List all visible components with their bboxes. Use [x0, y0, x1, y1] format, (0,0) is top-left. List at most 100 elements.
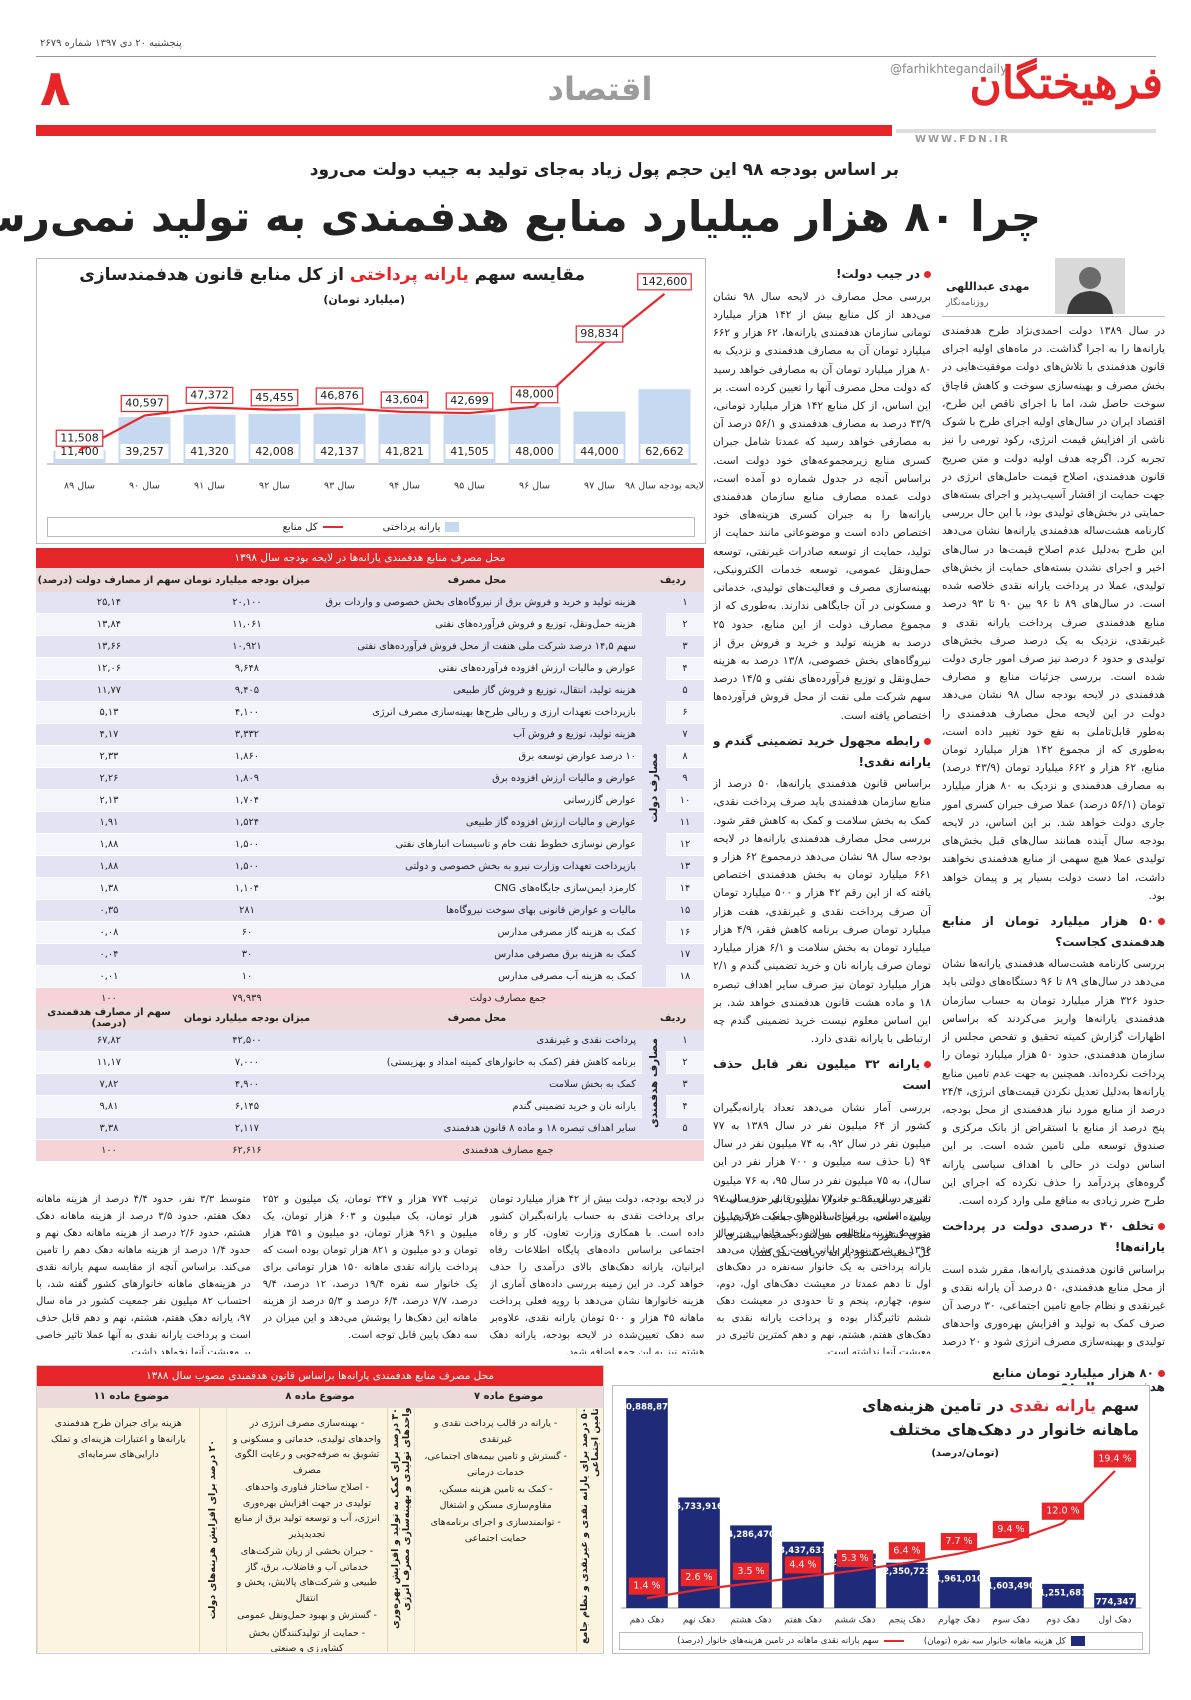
label-box — [575, 444, 624, 459]
item: - کمک به تامین هزینه مسکن، مقاوم‌سازی مس… — [438, 1484, 553, 1511]
label-box — [510, 444, 559, 459]
total-share: ۱۰۰ — [36, 1139, 182, 1162]
table-row: ۱۸ کمک به هزینه آب مصرفی مدارس ۱۰ ۰,۰۱ — [36, 965, 704, 988]
x-tick-label: دهک اول — [1098, 1616, 1131, 1626]
table-row: ۲ برنامه کاهش فقر (کمک به خانوارهای کمیته… — [36, 1051, 704, 1074]
row-number: ۱۰ — [666, 789, 704, 812]
group-label: مصارف هدفمندی — [647, 1038, 660, 1128]
data-label: 47,372 — [190, 388, 229, 401]
item: هزینه برای جبران طرح هدفمندی یارانه‌ها و… — [50, 1418, 186, 1461]
table-row: ۱۲ عوارض نوسازی خطوط نفت خام و تاسیسات ان… — [36, 833, 704, 856]
budget: ۱۰ — [181, 965, 312, 988]
chart-title-part: در تامین هزینه‌های ماهانه خانوار در دهک‌… — [862, 1397, 1139, 1440]
share-text: ۲۰ درصد برای افزایش هزینه‌های دولت — [207, 1440, 219, 1620]
share-cell: ۳۰ درصد برای کمک به تولید و افزایش بهره‌… — [387, 1408, 414, 1652]
x-tick-label: دهک دوم — [1046, 1616, 1080, 1626]
row-number: ۴ — [666, 1095, 704, 1118]
legend-swatch — [445, 521, 460, 532]
legend-swatch — [883, 1639, 904, 1642]
x-tick-label: لایحه بودجه سال ۹۸ — [625, 481, 704, 492]
row-number: ۱۶ — [666, 921, 704, 944]
use-name: کمک به بخش سلامت — [311, 1073, 642, 1096]
item: - اصلاح ساختار فناوری واحدهای تولیدی در … — [234, 1482, 380, 1540]
budget: ۱,۵۰۰ — [181, 833, 312, 856]
section-heading: رابطه مجهول خرید تضمینی گندم و یارانه نق… — [713, 731, 931, 772]
data-label: 11,508 — [60, 431, 99, 444]
label-box — [680, 1569, 718, 1587]
share: ۵,۱۳ — [36, 701, 182, 724]
use-name: عوارض نوسازی خطوط نفت خام و تاسیسات انبا… — [311, 833, 642, 856]
label-box — [315, 387, 364, 405]
share: ۲۵,۱۴ — [36, 592, 182, 614]
table-row: ۴ عوارض و مالیات ارزش افزوده فرآورده‌های … — [36, 657, 704, 680]
table-law-articles: محل مصرف منابع هدفمندی یارانه‌ها براساس … — [36, 1365, 604, 1654]
row-number: ۱۲ — [666, 833, 704, 856]
use-name: کمک به هزینه برق مصرفی مدارس — [311, 943, 642, 966]
data-label: % 7.7 — [945, 1536, 972, 1547]
header-row: ردیف محل مصرف میزان بودجه میلیارد تومان سهم… — [36, 568, 704, 592]
row-number: ۱۵ — [666, 899, 704, 922]
article-column: ۲۰ درصد برای افزایش هزینه‌های دولت هزینه … — [36, 1408, 226, 1652]
label-box — [784, 1556, 822, 1574]
data-label: 42,699 — [450, 394, 489, 407]
table-row: ۱۷ کمک به هزینه برق مصرفی مدارس ۳۰ ۰,۰۴ — [36, 943, 704, 966]
data-label: % 19.4 — [1098, 1453, 1131, 1464]
share: ۰,۰۸ — [36, 921, 182, 944]
table-row: ۱۵ مالیات و عوارض قانونی بهای سوخت نیروگا… — [36, 899, 704, 922]
table-title: محل مصرف منابع هدفمندی یارانه‌ها براساس … — [37, 1366, 603, 1386]
bar — [1042, 1583, 1084, 1608]
data-label: 40,597 — [125, 397, 164, 410]
label-box — [732, 1562, 770, 1580]
use-name: بازپرداخت تعهدات ارزی و ریالی طرح‌ها بهی… — [311, 701, 642, 724]
paragraph: بررسی آمار نشان می‌دهد تعداد یارانه‌بگیر… — [713, 1101, 931, 1260]
label-box — [55, 444, 104, 459]
chart-decile-share: دهک دهم دهک نهم دهک هشتم دهک هفتم دهک ششم دهک… — [612, 1385, 1150, 1654]
x-tick-label: سال ۹۰ — [129, 481, 160, 492]
row-number: ۸ — [666, 745, 704, 768]
share-cell: ۲۰ درصد برای افزایش هزینه‌های دولت — [198, 1408, 226, 1652]
chart-subtitle: (تومان/درصد) — [931, 1448, 999, 1459]
issue-date: پنجشنبه ۲۰ دی ۱۳۹۷ شماره ۲۶۷۹ — [40, 38, 182, 49]
bar — [886, 1562, 928, 1608]
table-row: ۳ سهم ۱۴,۵ درصد شرکت ملی هنفت از محل فروش… — [36, 635, 704, 658]
row-number: ۱ — [666, 1030, 704, 1052]
table-row: ۱ مصارف دولت هزینه تولید و خرید و فروش برق… — [36, 592, 704, 988]
section-name: اقتصاد — [547, 70, 653, 108]
x-tick-label: سال ۹۵ — [454, 481, 485, 492]
x-tick-label: سال ۸۹ — [64, 481, 95, 492]
use-name: کارمزد ایمن‌سازی جایگاه‌های CNG — [311, 877, 642, 900]
x-tick-label: سال ۹۶ — [519, 481, 550, 492]
author-role: روزنامه‌نگار — [946, 298, 989, 308]
article-column: ۵۰ درصد برای یارانه نقدی و غیرنقدی و نظا… — [414, 1408, 603, 1652]
label-box — [575, 325, 624, 343]
share: ۱۱,۱۷ — [36, 1051, 182, 1074]
total-row: جمع مصارف هدفمندی ۶۲,۶۱۶ ۱۰۰ — [36, 1139, 704, 1162]
x-tick-label: دهک چهارم — [938, 1616, 980, 1626]
chart-subsidy-vs-resources: سال ۸۹ سال ۹۰ سال ۹۱ سال ۹۲ سال ۹۳ سال ۹۴ سال … — [36, 258, 706, 544]
rule — [36, 56, 1156, 57]
row-number: ۱۳ — [666, 855, 704, 878]
budget: ۱,۸۰۹ — [181, 767, 312, 790]
group-cell: مصارف هدفمندی — [641, 1030, 666, 1140]
label-box — [1093, 1450, 1137, 1468]
row-number: ۶ — [666, 701, 704, 724]
share: ۷,۸۲ — [36, 1073, 182, 1096]
row-number: ۲ — [666, 1051, 704, 1074]
bar — [626, 1398, 668, 1608]
headline: چرا ۸۰ هزار میلیارد منابع هدفمندی به تول… — [0, 192, 1041, 241]
use-name: ۱۰ درصد عوارض توسعه برق — [311, 745, 642, 768]
chart-subtitle: (میلیارد تومان) — [323, 293, 405, 306]
budget: ۲۸۱ — [181, 899, 312, 922]
paragraph: بررسی کارنامه هشت‌ساله هدفمندی یارانه‌ها… — [942, 958, 1165, 1208]
label-box — [836, 1549, 874, 1568]
table-row: ۱۳ بازپرداخت تعهدات وزارت نیرو به بخش خصو… — [36, 855, 704, 878]
chart-plot: دهک دهم دهک نهم دهک هشتم دهک هفتم دهک ششم دهک… — [620, 1398, 1141, 1626]
table: ردیف محل مصرف میزان بودجه میلیارد تومان سهم… — [36, 568, 704, 1010]
share: ۰,۰۱ — [36, 965, 182, 988]
label-box — [120, 444, 169, 459]
table-row: ۶ بازپرداخت تعهدات ارزی و ریالی طرح‌ها به… — [36, 701, 704, 724]
logo: فرهیختگان — [969, 58, 1164, 109]
x-tick-label: دهک هشتم — [730, 1616, 771, 1626]
table-body: ۵۰ درصد برای یارانه نقدی و غیرنقدی و نظا… — [36, 1408, 603, 1652]
